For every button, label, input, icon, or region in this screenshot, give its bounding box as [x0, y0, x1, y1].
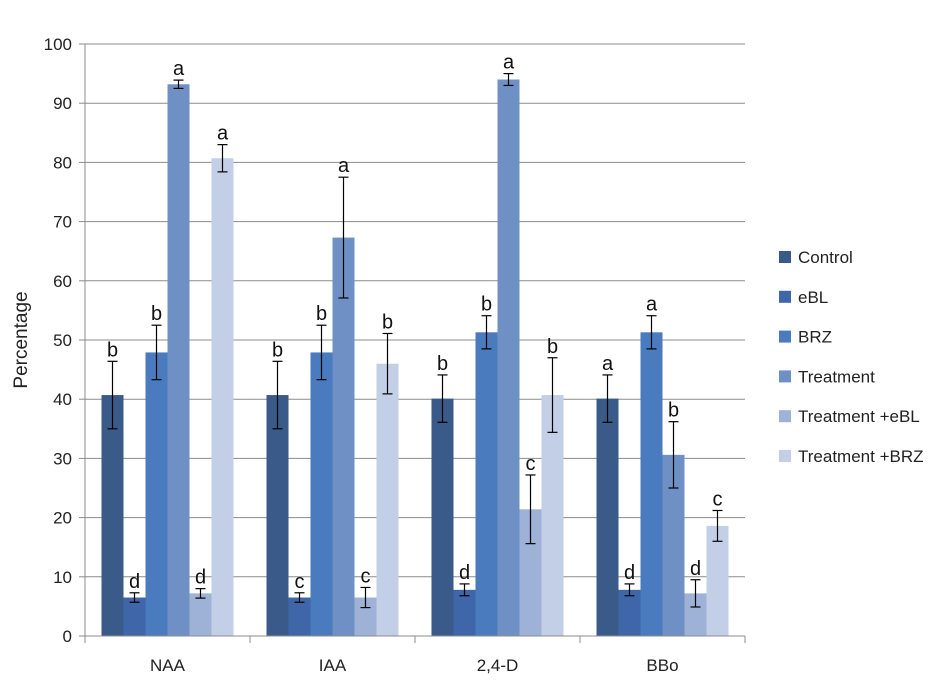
legend-swatch [779, 251, 791, 263]
bar [519, 509, 542, 636]
bar [266, 395, 289, 636]
significance-label: d [690, 558, 701, 580]
y-tick-label: 80 [53, 153, 72, 172]
y-tick-label: 40 [53, 390, 72, 409]
legend-swatch [779, 330, 791, 343]
bar [167, 84, 190, 637]
significance-label: b [668, 400, 679, 422]
significance-label: b [272, 339, 283, 361]
significance-label: d [459, 562, 470, 584]
significance-label: c [295, 571, 305, 593]
legend-label: BRZ [798, 328, 832, 347]
significance-label: a [173, 58, 185, 80]
bar [497, 79, 520, 636]
bar [618, 589, 641, 636]
significance-label: d [129, 571, 140, 593]
x-category-label: 2,4-D [477, 656, 519, 675]
bar [310, 352, 333, 636]
bar [145, 352, 168, 636]
legend-label: Treatment +BRZ [798, 447, 924, 466]
bars [101, 79, 729, 637]
significance-label: b [151, 303, 162, 325]
significance-label: a [602, 353, 614, 375]
significance-label: d [624, 562, 635, 584]
legend-swatch [779, 370, 791, 383]
y-tick-label: 0 [63, 627, 72, 646]
significance-label: b [107, 339, 118, 361]
y-tick-label: 50 [53, 331, 72, 350]
legend-swatch [779, 450, 791, 462]
y-axis-ticks: 0 10 20 30 40 50 60 70 80 90 100 [44, 35, 85, 646]
bar [376, 363, 399, 636]
bar [596, 398, 619, 636]
significance-label: a [503, 52, 515, 74]
y-tick-label: 70 [53, 213, 72, 232]
gridlines [85, 43, 745, 578]
y-tick-label: 60 [53, 272, 72, 291]
significance-label: c [526, 453, 536, 475]
bar [453, 589, 476, 636]
y-tick-label: 30 [53, 449, 72, 468]
y-tick-label: 100 [44, 35, 72, 54]
bar [101, 395, 124, 636]
legend-swatch [779, 290, 791, 303]
significance-label: c [713, 488, 723, 510]
bar [332, 237, 355, 637]
x-category-label: BBo [646, 656, 678, 675]
significance-label: a [646, 294, 658, 316]
legend: Control eBL BRZ Treatment Treatment +eBL Trea… [779, 248, 924, 466]
bar [288, 597, 311, 636]
y-tick-label: 10 [53, 568, 72, 587]
y-tick-label: 20 [53, 509, 72, 528]
significance-label: c [361, 565, 371, 587]
bar [211, 158, 234, 637]
significance-label: a [338, 155, 350, 177]
significance-label: b [382, 311, 393, 333]
y-tick-label: 90 [53, 94, 72, 113]
significance-label: b [547, 336, 558, 358]
bar [640, 332, 663, 636]
significance-label: b [437, 353, 448, 375]
bar [541, 395, 564, 636]
x-category-label: NAA [150, 656, 186, 675]
legend-label: Treatment [798, 367, 875, 386]
x-axis-categories: NAA IAA 2,4-D BBo [150, 656, 679, 675]
y-axis-label: Percentage [11, 291, 32, 388]
significance-label: d [195, 567, 206, 589]
bar [662, 454, 685, 636]
bar [475, 332, 498, 636]
bar [684, 593, 707, 636]
axes [84, 44, 746, 643]
significance-label: b [481, 294, 492, 316]
error-bars [107, 72, 723, 609]
x-category-label: IAA [319, 656, 347, 675]
bar [123, 597, 146, 636]
significance-label: a [217, 123, 229, 145]
legend-label: Treatment +eBL [798, 407, 920, 426]
legend-label: eBL [798, 288, 828, 307]
bar [431, 398, 454, 636]
significance-label: b [316, 303, 327, 325]
bar [354, 597, 377, 636]
bar [189, 593, 212, 636]
legend-swatch [779, 410, 791, 423]
bar [706, 525, 729, 636]
legend-label: Control [798, 248, 853, 267]
significance-labels: b d b a d a b c b a c b b d b a c b a d a b d c [107, 52, 723, 593]
